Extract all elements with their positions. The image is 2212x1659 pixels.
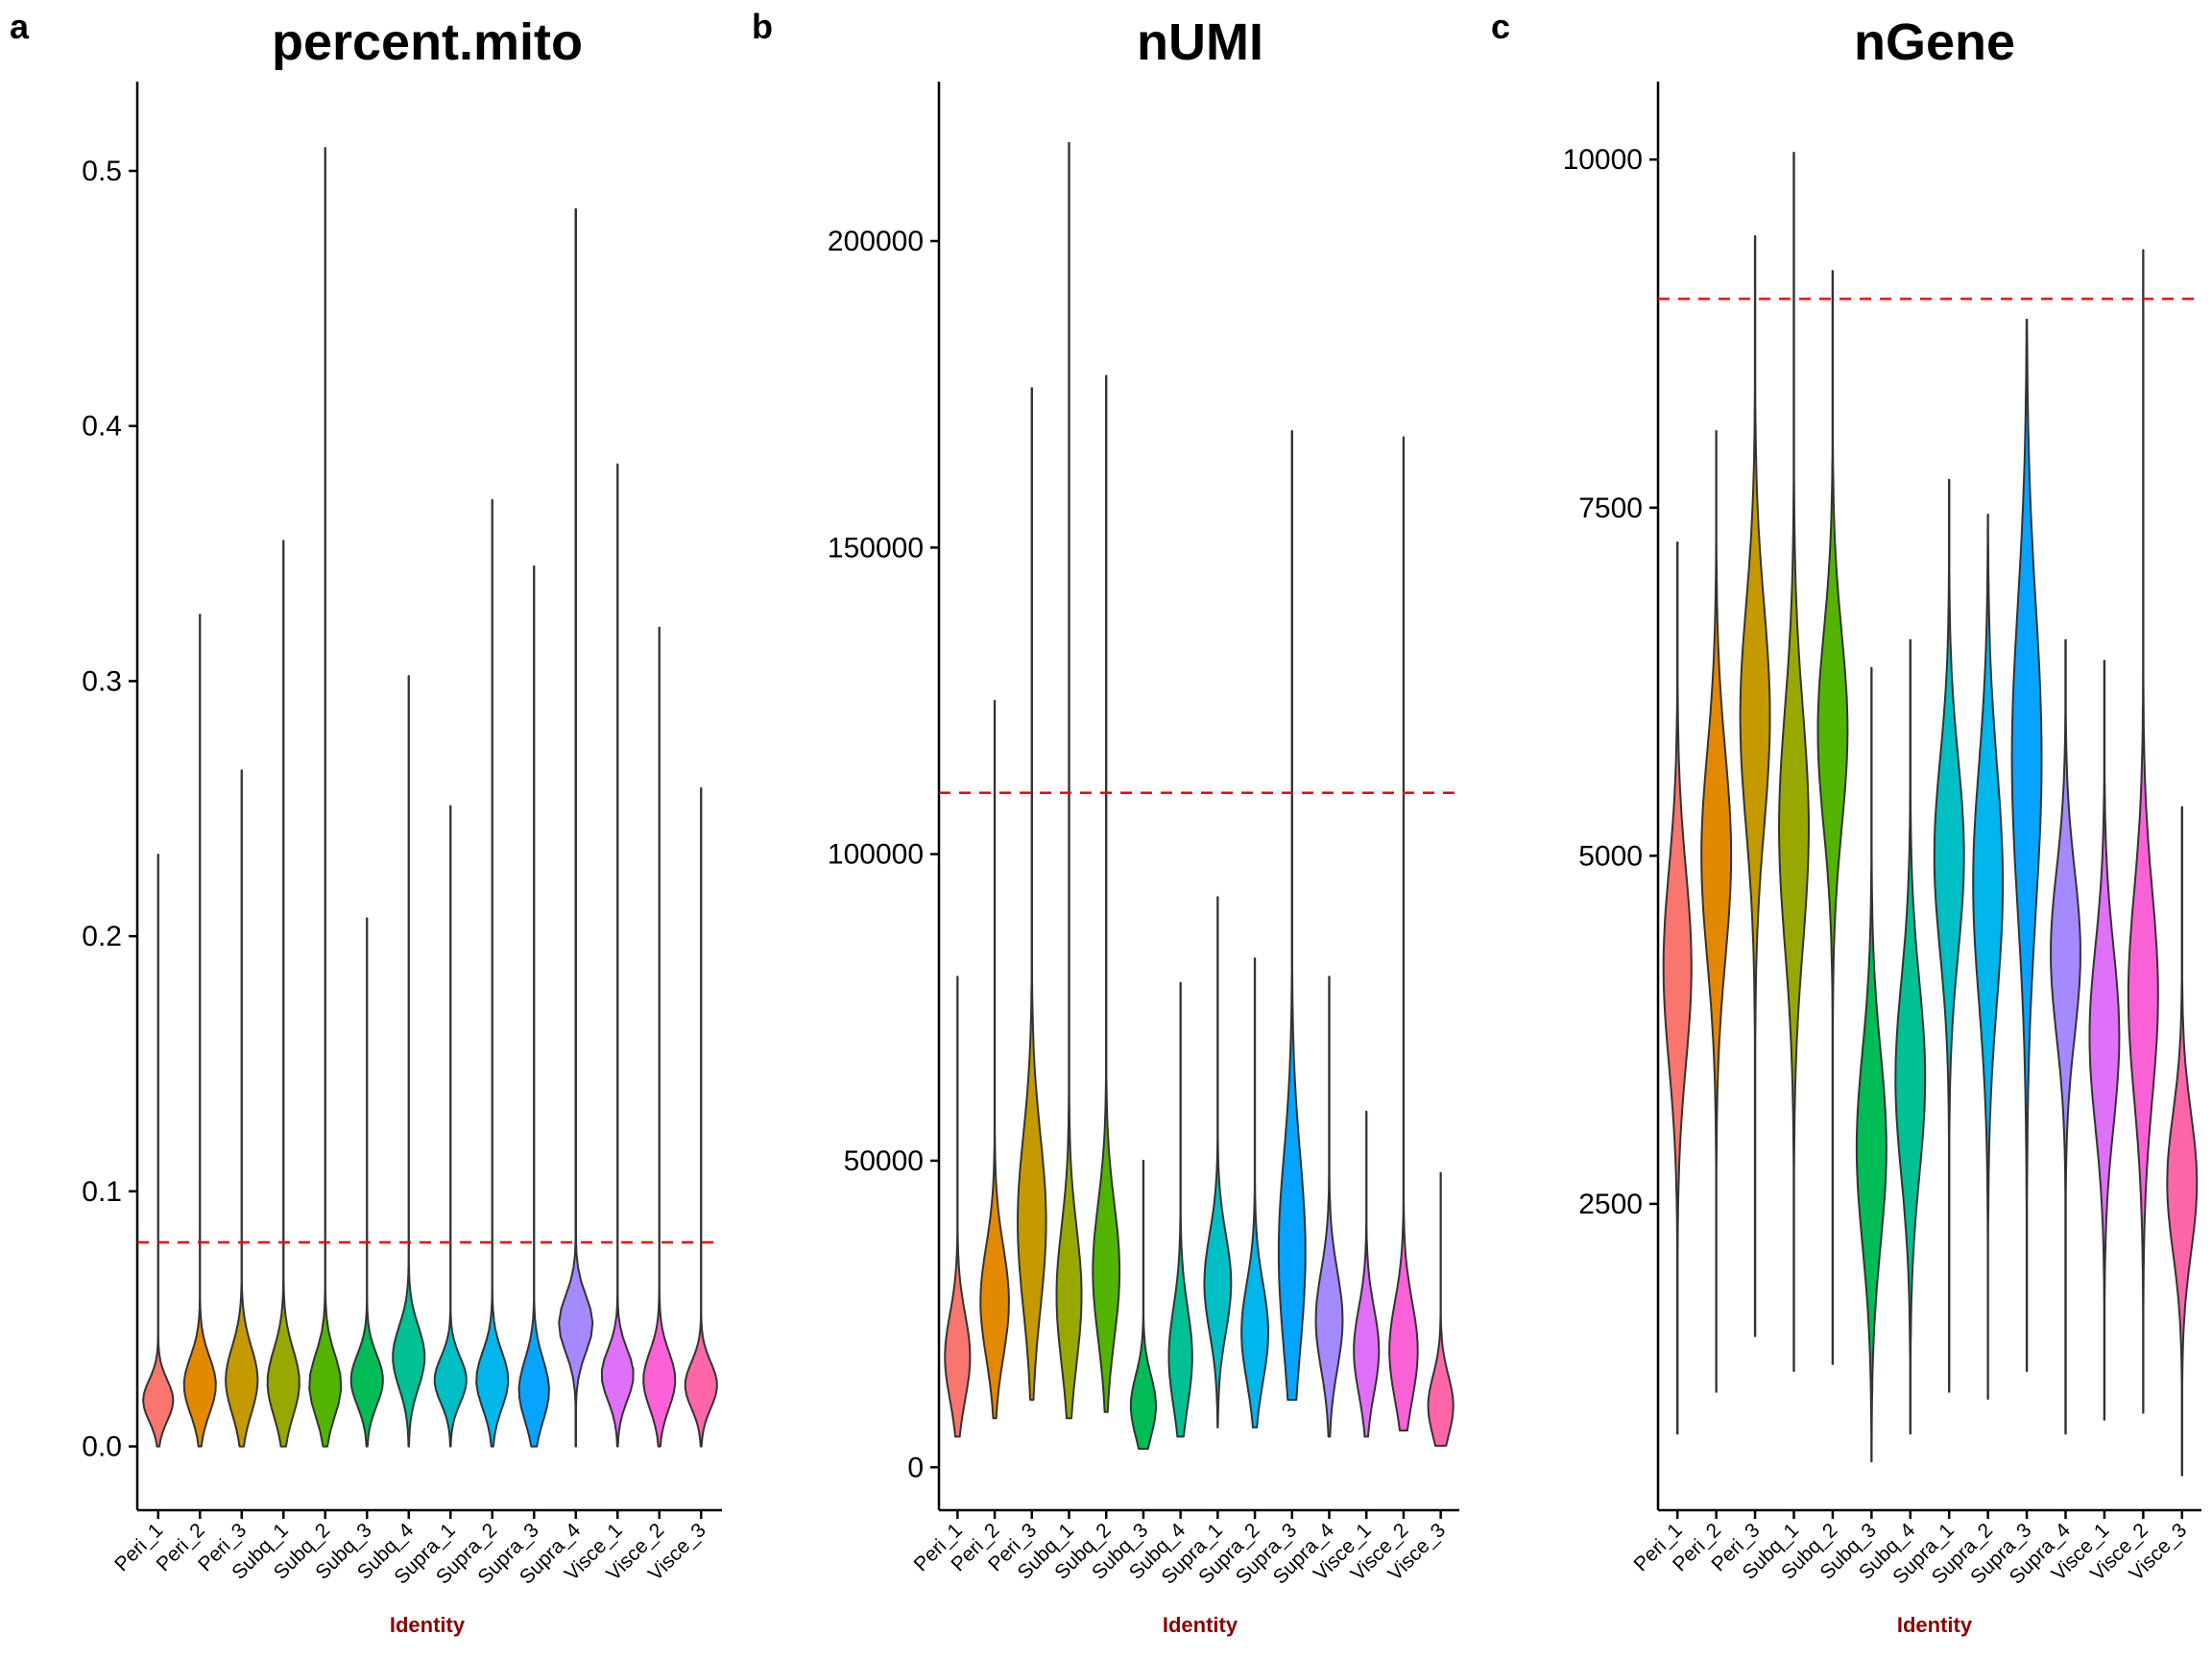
panel-numi: b nUMI Identity 0 50000 100000 150000 200000… bbox=[752, 7, 1459, 1637]
violin-supra-1 bbox=[1933, 478, 1965, 1393]
x-axis-label-percent-mito: Identity bbox=[390, 1613, 466, 1637]
y-tick-label: 150000 bbox=[828, 532, 924, 564]
violin-peri-3 bbox=[225, 769, 259, 1448]
violin-subq-4 bbox=[392, 675, 426, 1448]
violin-visce-3 bbox=[1427, 1171, 1455, 1447]
y-tick-label: 0.1 bbox=[82, 1176, 122, 1208]
violin-supra-4 bbox=[2050, 638, 2081, 1435]
panel-ngene: c nGene Identity 25005000750010000Peri_1… bbox=[1491, 7, 2201, 1637]
y-tick-label: 0.5 bbox=[82, 156, 122, 187]
panel-letter-c: c bbox=[1491, 7, 1510, 46]
y-tick-label: 5000 bbox=[1578, 840, 1643, 872]
panel-letter-a: a bbox=[10, 7, 30, 46]
violin-visce-1 bbox=[1353, 1110, 1381, 1438]
violin-peri-3 bbox=[1017, 387, 1047, 1401]
violin-subq-2 bbox=[1092, 374, 1121, 1413]
panel-letter-b: b bbox=[752, 7, 773, 46]
y-tick-label: 10000 bbox=[1563, 144, 1643, 176]
violin-visce-3 bbox=[2166, 805, 2199, 1477]
violin-visce-1 bbox=[600, 463, 635, 1448]
chart-title-numi: nUMI bbox=[1137, 13, 1263, 71]
violin-subq-1 bbox=[1055, 141, 1083, 1420]
violin-subq-3 bbox=[1129, 1160, 1157, 1451]
violin-peri-1 bbox=[142, 854, 175, 1448]
violin-visce-2 bbox=[1388, 436, 1419, 1431]
y-tick-label: 7500 bbox=[1578, 493, 1643, 524]
violin-subq-1 bbox=[1778, 152, 1810, 1372]
violin-visce-2 bbox=[642, 626, 677, 1448]
y-tick-label: 2500 bbox=[1578, 1189, 1643, 1220]
y-tick-label: 0 bbox=[907, 1452, 924, 1483]
axes-numi: 050000100000150000200000Peri_1Peri_2Peri… bbox=[828, 82, 1459, 1589]
violin-subq-1 bbox=[266, 540, 301, 1448]
y-tick-label: 100000 bbox=[828, 839, 924, 871]
violin-visce-3 bbox=[684, 787, 718, 1448]
violin-subq-3 bbox=[1855, 666, 1887, 1463]
violin-supra-2 bbox=[1240, 957, 1269, 1429]
violins-ngene bbox=[1662, 152, 2199, 1477]
x-axis-label-numi: Identity bbox=[1163, 1613, 1238, 1637]
violins-numi bbox=[944, 141, 1455, 1451]
chart-title-ngene: nGene bbox=[1854, 13, 2015, 71]
y-tick-label: 200000 bbox=[828, 226, 924, 257]
violin-peri-1 bbox=[944, 975, 972, 1438]
violin-peri-2 bbox=[182, 613, 217, 1448]
violin-supra-3 bbox=[2010, 319, 2043, 1372]
violin-supra-1 bbox=[1203, 896, 1233, 1429]
y-tick-label: 0.3 bbox=[82, 665, 122, 697]
violin-peri-2 bbox=[1700, 430, 1733, 1393]
violin-supra-3 bbox=[1277, 430, 1307, 1401]
x-axis-label-ngene: Identity bbox=[1897, 1613, 1973, 1637]
violin-subq-4 bbox=[1894, 638, 1927, 1435]
violin-supra-3 bbox=[517, 565, 550, 1448]
violin-subq-4 bbox=[1167, 981, 1193, 1438]
violin-subq-2 bbox=[1816, 270, 1849, 1365]
violin-peri-1 bbox=[1662, 541, 1693, 1435]
violin-subq-2 bbox=[308, 147, 343, 1448]
violins-percent-mito bbox=[142, 147, 718, 1448]
violin-peri-2 bbox=[979, 700, 1010, 1420]
violin-supra-4 bbox=[558, 207, 594, 1448]
chart-title-percent-mito: percent.mito bbox=[272, 13, 583, 71]
violin-supra-1 bbox=[433, 805, 468, 1448]
violin-subq-3 bbox=[349, 917, 384, 1448]
violin-visce-2 bbox=[2127, 249, 2159, 1414]
y-tick-label: 0.0 bbox=[82, 1431, 122, 1463]
violin-peri-3 bbox=[1739, 235, 1771, 1337]
violin-supra-2 bbox=[1972, 514, 2005, 1400]
y-tick-label: 50000 bbox=[844, 1145, 924, 1177]
y-tick-label: 0.2 bbox=[82, 921, 122, 952]
violin-supra-4 bbox=[1314, 975, 1344, 1438]
violin-supra-2 bbox=[475, 498, 510, 1448]
y-tick-label: 0.4 bbox=[82, 411, 122, 443]
violin-visce-1 bbox=[2088, 660, 2121, 1421]
